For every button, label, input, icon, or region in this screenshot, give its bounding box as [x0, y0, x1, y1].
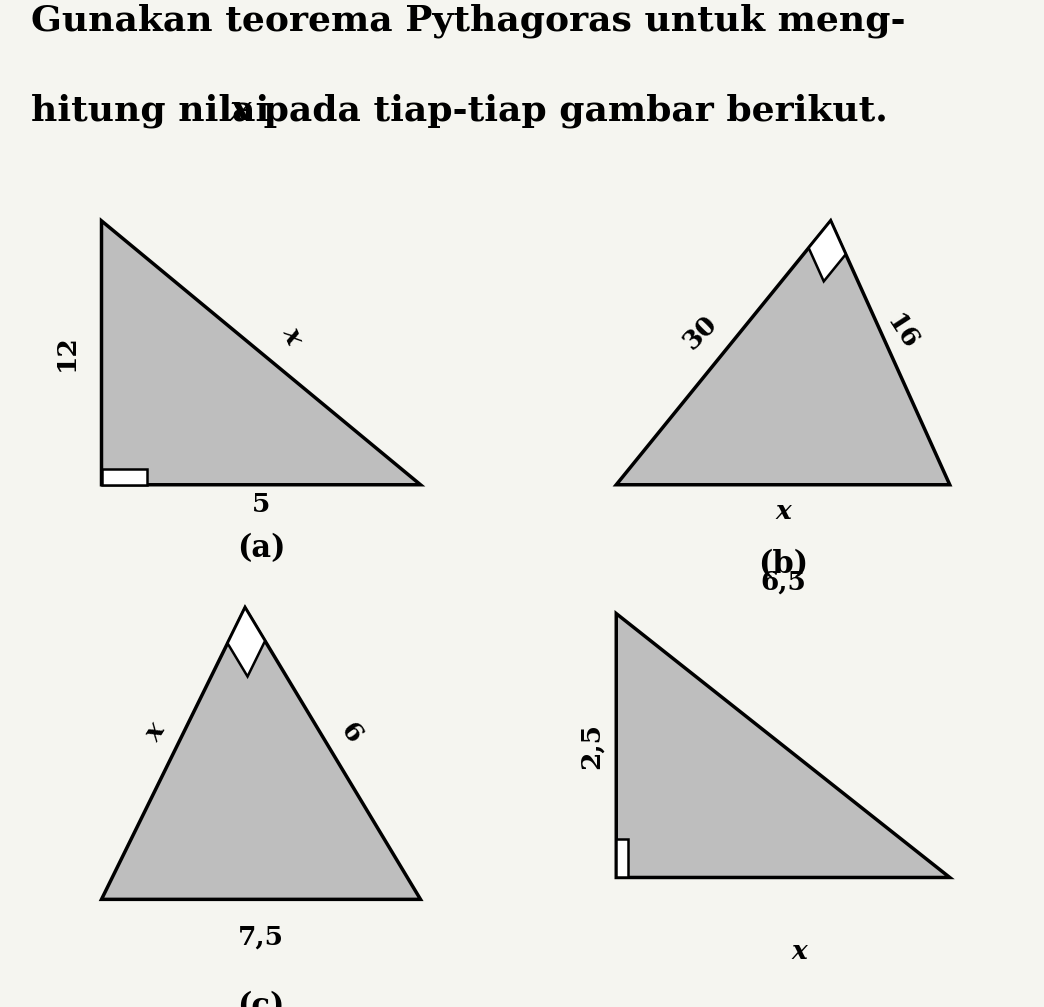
Text: Gunakan teorema Pythagoras untuk meng-: Gunakan teorema Pythagoras untuk meng- — [31, 3, 906, 37]
Polygon shape — [101, 607, 421, 899]
Text: (c): (c) — [237, 991, 285, 1007]
Text: 16: 16 — [881, 310, 923, 354]
Text: 5: 5 — [252, 492, 270, 517]
Text: hitung nilai: hitung nilai — [31, 94, 282, 128]
Text: x: x — [141, 719, 170, 746]
Polygon shape — [616, 221, 950, 484]
Text: pada tiap-tiap gambar berikut.: pada tiap-tiap gambar berikut. — [251, 94, 887, 128]
Polygon shape — [616, 613, 950, 877]
Polygon shape — [616, 839, 628, 877]
Text: 30: 30 — [678, 310, 721, 354]
Text: x: x — [279, 323, 308, 347]
Text: 12: 12 — [54, 334, 79, 372]
Text: x: x — [791, 939, 808, 964]
Polygon shape — [101, 469, 147, 484]
Text: 6,5: 6,5 — [760, 569, 806, 594]
Text: (a): (a) — [237, 533, 285, 564]
Polygon shape — [101, 221, 421, 484]
Text: x: x — [775, 498, 791, 524]
Text: 6: 6 — [335, 718, 365, 747]
Polygon shape — [809, 221, 846, 281]
Text: (b): (b) — [758, 549, 808, 580]
Text: 2,5: 2,5 — [578, 723, 603, 768]
Polygon shape — [228, 607, 265, 677]
Text: x: x — [230, 94, 252, 128]
Text: 7,5: 7,5 — [238, 924, 284, 950]
